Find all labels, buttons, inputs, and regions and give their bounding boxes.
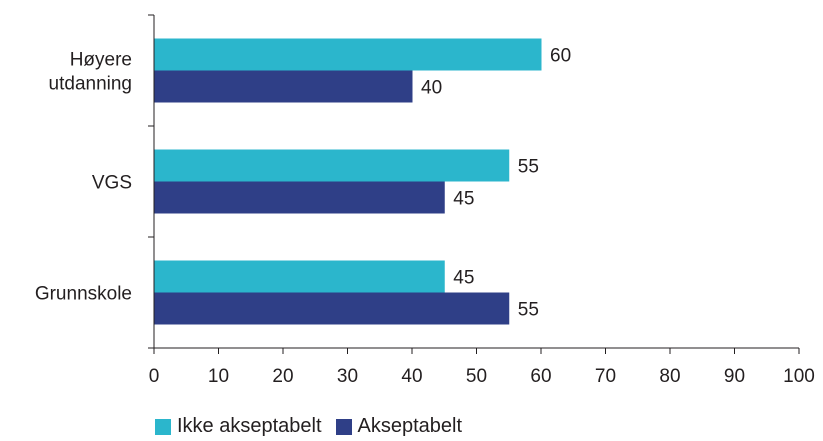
bar	[154, 292, 510, 325]
bar	[154, 181, 445, 214]
x-tick-label: 60	[530, 366, 551, 387]
legend-item-ikke-akseptabelt: Ikke akseptabelt	[155, 415, 322, 438]
legend-label-akseptabelt: Akseptabelt	[357, 415, 463, 437]
bar	[154, 70, 413, 103]
legend: Ikke akseptabelt Akseptabelt	[155, 415, 476, 438]
category-label-line: Grunnskole	[35, 284, 132, 305]
category-label: VGS	[92, 173, 132, 194]
x-tick-label: 40	[401, 366, 422, 387]
legend-swatch-akseptabelt	[335, 418, 352, 435]
bar-value-label: 40	[421, 78, 442, 99]
bar-value-label: 45	[453, 268, 474, 289]
x-tick-label: 100	[783, 366, 815, 387]
x-tick-label: 80	[659, 366, 680, 387]
x-tick-label: 70	[595, 366, 616, 387]
category-label-line: VGS	[92, 173, 132, 194]
x-tick-label: 90	[724, 366, 745, 387]
x-tick-label: 0	[149, 366, 160, 387]
x-tick-label: 10	[208, 366, 229, 387]
x-tick-label: 20	[272, 366, 293, 387]
category-label: Grunnskole	[35, 284, 132, 305]
axes: 0 10 20 30 40 50 60 70 80 90 100	[148, 14, 815, 387]
x-tick-label: 50	[466, 366, 487, 387]
legend-label-ikke-akseptabelt: Ikke akseptabelt	[177, 415, 322, 437]
legend-swatch-ikke-akseptabelt	[155, 418, 171, 435]
bar-value-label: 45	[453, 189, 474, 210]
bar-value-label: 55	[518, 157, 539, 178]
x-tick-label: 30	[337, 366, 358, 387]
bar-value-label: 60	[550, 46, 571, 67]
bar	[154, 260, 445, 293]
bar	[154, 149, 510, 182]
bars	[154, 38, 542, 325]
category-label-line: Høyere	[70, 50, 132, 71]
category-label: Høyere utdanning	[49, 50, 132, 95]
labels: Høyere utdanning 60 40 VGS 55 45 Grunnskole 45 55	[35, 46, 571, 321]
category-label-line: utdanning	[49, 74, 132, 95]
bar	[154, 38, 542, 71]
legend-item-akseptabelt: Akseptabelt	[335, 415, 463, 438]
bar-value-label: 55	[518, 300, 539, 321]
